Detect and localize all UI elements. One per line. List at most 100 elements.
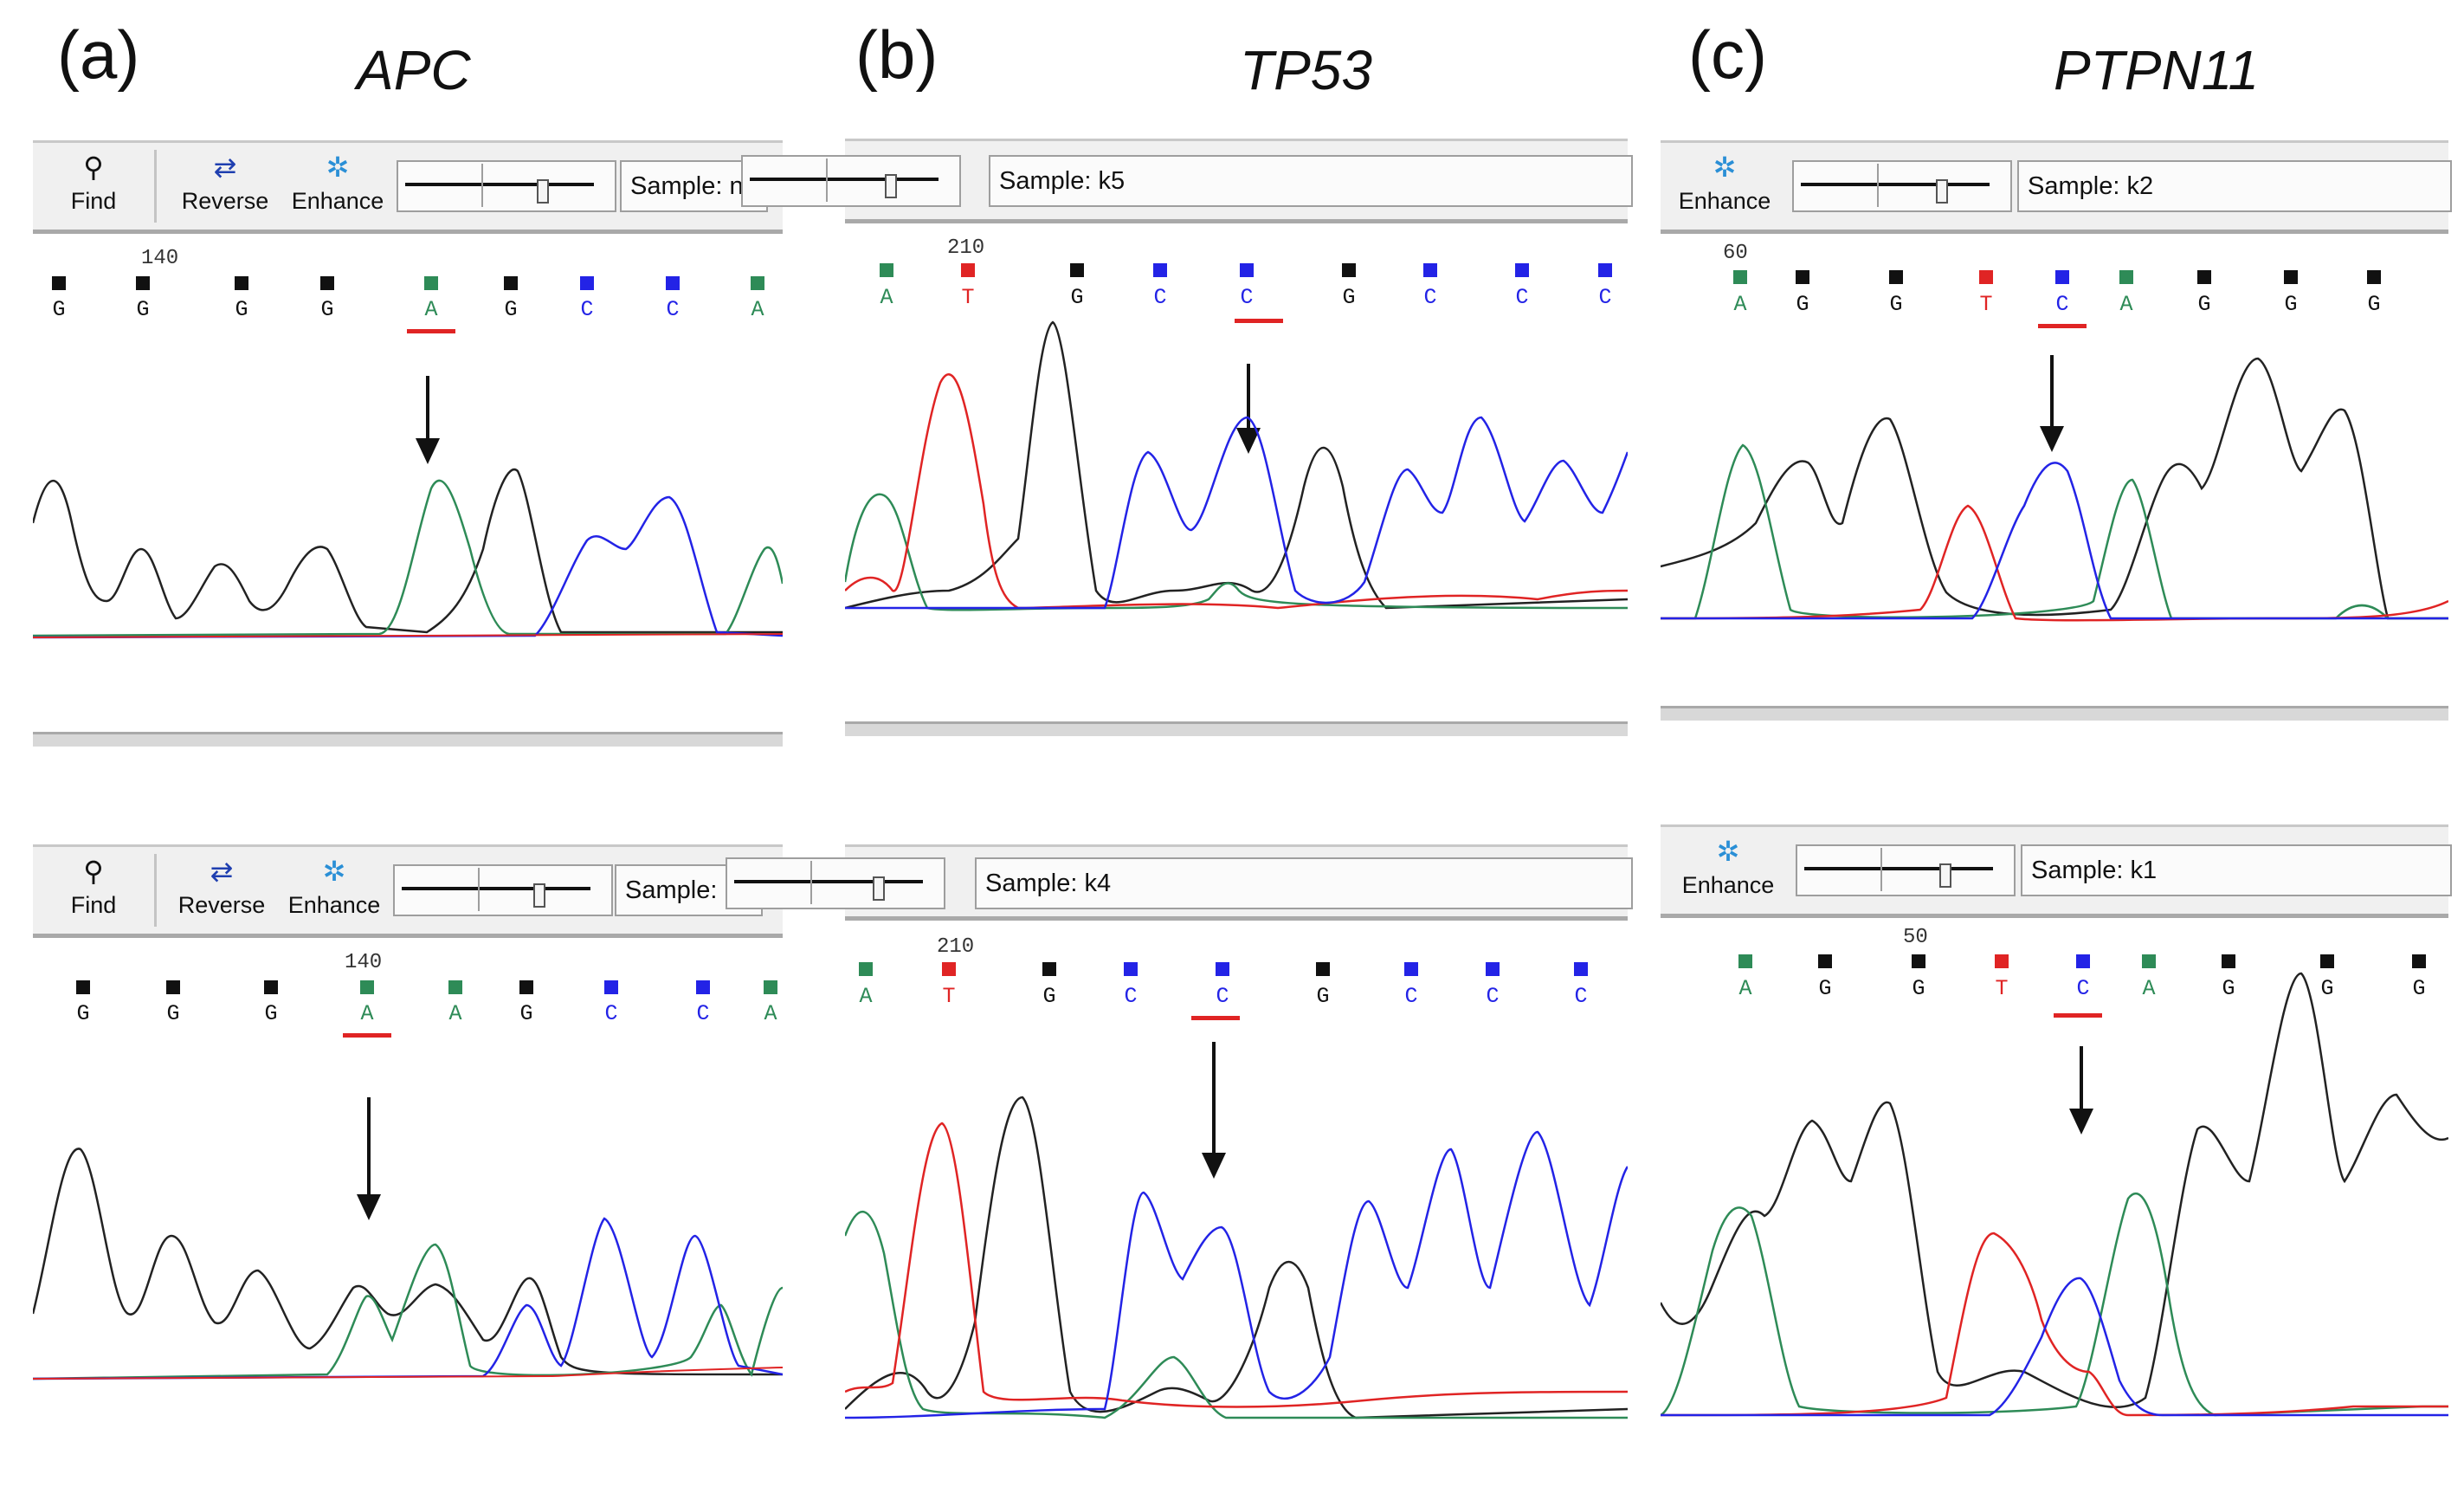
zoom-slider[interactable] [1796,844,2016,896]
svg-text:A: A [880,285,893,310]
reverse-arrows-icon: ⇄ [210,856,234,887]
trace-window-ptpn11-k1: ✲ Enhance Sample: k1 50 A G G T C A G G G [1661,824,2452,1457]
base-call: A [859,962,873,1009]
base-call: C [604,980,618,1026]
enhance-sparkle-icon: ✲ [1716,836,1740,867]
zoom-slider[interactable] [741,155,961,207]
chromatogram: 140 G G G G A G C C A [33,237,783,747]
base-call: G [2412,954,2426,1001]
sample-field: Sample: k2 [2017,160,2452,212]
base-call: G [1796,270,1809,317]
svg-text:T: T [1979,292,1992,317]
svg-text:G: G [1316,984,1329,1009]
base-call: G [2284,270,2298,317]
base-call: G [2197,270,2211,317]
svg-text:G: G [166,1001,179,1026]
base-position-label: 50 [1903,926,1928,949]
base-call: G [2320,954,2334,1001]
zoom-slider[interactable] [393,864,613,916]
zoom-slider[interactable] [726,857,945,909]
trace-t [845,373,1628,610]
reverse-button[interactable]: ⇄ Reverse [161,854,282,927]
trace-t [1661,1232,2448,1417]
base-position-label: 140 [345,951,382,974]
mutation-arrow [1202,1042,1226,1179]
find-button[interactable]: ⚲ Find [42,854,145,927]
base-call: C [1404,962,1418,1009]
svg-text:C: C [1153,285,1166,310]
enhance-button[interactable]: ✲ Enhance [274,854,395,927]
trace-window-ptpn11-k2: ✲ Enhance Sample: k2 60 A G G T C A G G G [1661,140,2452,721]
trace-g [845,320,1628,610]
chromatogram: 210 A T G C C G C C C [845,924,1628,1444]
base-call: A [2142,954,2156,1001]
viewer-toolbar: Sample: k4 [726,844,1633,921]
panel-label-a: (a) [57,16,140,93]
base-call: G [76,980,90,1026]
svg-text:A: A [751,297,764,322]
find-button[interactable]: ⚲ Find [42,150,145,223]
base-call: T [1979,270,1993,317]
trace-window-tp53-k4: Sample: k4 210 A T G C C G C C C [726,844,1633,1459]
base-call: G [166,980,180,1026]
svg-text:C: C [1574,984,1587,1009]
scroll-bar[interactable] [33,732,783,747]
trace-c [33,1217,783,1380]
panel-label-c: (c) [1688,16,1767,93]
base-call: T [961,263,975,310]
svg-text:C: C [1515,285,1528,310]
binoculars-icon: ⚲ [83,856,104,887]
svg-text:G: G [1042,984,1055,1009]
trace-t [33,633,783,638]
svg-text:C: C [580,297,593,322]
svg-text:G: G [1912,976,1925,1001]
scroll-bar[interactable] [1661,706,2448,721]
svg-text:G: G [1889,292,1902,317]
base-call: G [1070,263,1084,310]
base-call: T [1995,954,2009,1001]
base-call: G [52,276,66,322]
reverse-arrows-icon: ⇄ [213,152,237,183]
enhance-button[interactable]: ✲ Enhance [277,150,398,223]
chromatogram: 210 A T G C C G C C C [845,227,1628,736]
trace-t [33,1367,783,1380]
svg-text:A: A [1733,292,1746,317]
base-call: A [751,276,764,322]
svg-text:G: G [264,1001,277,1026]
base-call: G [264,980,278,1026]
svg-text:G: G [504,297,517,322]
base-call: A [448,980,462,1026]
svg-text:C: C [1124,984,1137,1009]
base-call: C [1124,962,1138,1009]
sample-field: Sample: k1 [2021,844,2452,896]
base-position-label: 210 [947,236,984,260]
base-call: G [1818,954,1832,1001]
base-call: C [1486,962,1500,1009]
viewer-toolbar: ⚲ Find ⇄ Reverse ✲ Enhance Sample: n2 [33,140,783,234]
trace-a [1661,1193,2448,1417]
zoom-slider[interactable] [397,160,616,212]
zoom-slider[interactable] [1792,160,2012,212]
chromatogram: 50 A G G T C A G G G [1661,921,2448,1457]
base-call: G [1316,962,1330,1009]
enhance-sparkle-icon: ✲ [322,856,346,887]
binoculars-icon: ⚲ [83,152,104,183]
trace-window-tp53-k5: Sample: k5 210 A T G C C G C C C [741,139,1633,736]
variant-underline [343,1033,391,1038]
scroll-bar[interactable] [845,721,1628,736]
svg-text:G: G [1818,976,1831,1001]
base-calls: A G G T C A G G G [1738,954,2426,1001]
base-call: A [424,276,438,322]
gene-title-tp53: TP53 [1240,39,1372,101]
reverse-button[interactable]: ⇄ Reverse [164,150,286,223]
enhance-button[interactable]: ✲ Enhance [1667,834,1789,907]
variant-underline [1191,1016,1240,1020]
base-call: G [136,276,150,322]
enhance-button[interactable]: ✲ Enhance [1664,150,1785,223]
base-call: G [235,276,248,322]
svg-text:A: A [1738,976,1751,1001]
base-call: T [942,962,956,1009]
svg-text:C: C [1423,285,1436,310]
svg-text:G: G [1796,292,1809,317]
svg-text:C: C [1598,285,1611,310]
